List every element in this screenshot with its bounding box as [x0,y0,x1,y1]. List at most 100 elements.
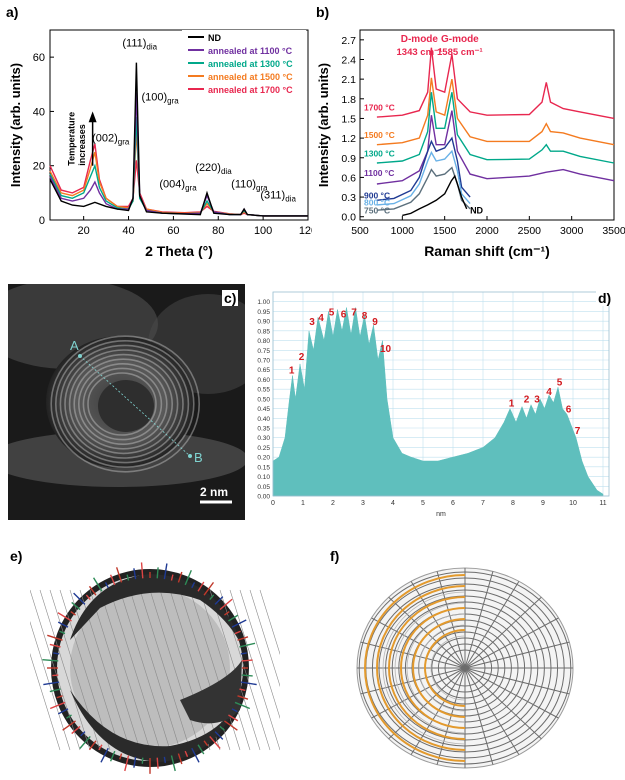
series-label: 1300 °C [364,148,395,158]
y-axis-label: Intensity (arb. units) [316,63,331,187]
y-tick-label: 0.30 [257,435,270,442]
x-tick-label: 2500 [518,225,542,237]
x-tick-label: 1 [301,500,305,507]
legend-entry: annealed at 1500 °C [208,72,293,82]
y-tick-label: 0.80 [257,338,270,345]
lattice-line [260,590,280,750]
x-tick-label: 120 [299,225,312,237]
arrow-label: Temperature [67,112,77,166]
panel-label-f: f) [330,548,339,564]
y-tick-label: 0.0 [341,212,356,224]
peak-number: 2 [524,395,530,406]
y-tick-label: 0.45 [257,406,270,413]
x-tick-label: 80 [212,225,224,237]
x-tick-label: 40 [122,225,134,237]
series-label: 750 °C [364,205,390,215]
peak-annotation: (100)gra [141,92,179,106]
y-tick-label: 1.00 [257,299,270,306]
panel-label-c: c) [222,290,238,306]
x-tick-label: 11 [599,500,606,507]
x-tick-label: 5 [421,500,425,507]
y-tick-label: 60 [33,52,45,64]
series-label: ND [470,205,483,215]
x-axis-label: 2 Theta (°) [145,243,213,259]
y-tick-label: 1.5 [341,113,356,125]
xrd-chart: 2040608010012002040602 Theta (°)Intensit… [0,0,312,278]
series-line [50,130,308,216]
x-tick-label: 2000 [475,225,499,237]
x-tick-label: 2 [331,500,335,507]
series-label: 1700 °C [364,103,395,113]
peak-number: 5 [557,377,563,388]
profile-chart: 0.000.050.100.150.200.250.300.350.400.45… [247,284,617,520]
surface-group [242,675,253,676]
y-tick-label: 2.7 [341,35,356,47]
surface-group [164,757,165,763]
peak-annotation: (111)dia [122,37,157,51]
y-tick-label: 20 [33,161,45,173]
y-tick-label: 0.55 [257,387,270,394]
y-tick-label: 0.65 [257,367,270,374]
tem-image: A B 2 nm [8,284,245,520]
y-tick-label: 0.9 [341,153,356,165]
y-tick-label: 0.20 [257,455,270,462]
peak-number: 3 [309,317,315,328]
x-tick-label: 8 [511,500,515,507]
peak-number: 8 [362,311,368,322]
y-tick-label: 0.60 [257,377,270,384]
surface-group [53,653,59,654]
x-tick-label: 6 [451,500,455,507]
y-tick-label: 40 [33,106,45,118]
x-tick-label: 3000 [560,225,584,237]
peak-label-value: 1585 cm⁻¹ [437,47,483,58]
peak-label-value: 1343 cm⁻¹ [397,47,443,58]
surface-group [242,660,253,661]
peak-number: 4 [318,313,324,324]
y-tick-label: 0.50 [257,396,270,403]
x-tick-label: 60 [167,225,179,237]
y-tick-label: 0.10 [257,474,270,481]
y-tick-label: 0.90 [257,319,270,326]
y-tick-label: 0.3 [341,192,356,204]
legend-entry: annealed at 1700 °C [208,85,293,95]
temperature-arrow-head [89,111,97,122]
peak-number: 6 [566,404,572,415]
peak-annotation: (311)dia [260,189,296,203]
y-tick-label: 0.85 [257,328,270,335]
y-tick-label: 2.4 [341,54,356,66]
surface-group [241,653,247,654]
scale-bar-label: 2 nm [200,485,228,499]
panel-label-d: d) [596,290,613,306]
x-axis-label: Raman shift (cm⁻¹) [424,243,550,259]
peak-label: G-mode [441,34,479,45]
peak-number: 5 [329,307,335,318]
legend-entry: annealed at 1300 °C [208,59,293,69]
y-tick-label: 0.00 [257,494,270,501]
x-tick-label: 100 [254,225,272,237]
y-tick-label: 0.05 [257,484,270,491]
surface-group [157,758,158,769]
y-tick-label: 0.75 [257,348,270,355]
peak-annotation: (004)gra [159,178,197,192]
peak-number: 1 [509,399,515,410]
x-tick-label: 3 [361,500,365,507]
peak-annotation: (220)dia [195,162,232,176]
molecular-model-image [30,560,280,775]
x-tick-label: 3500 [602,225,625,237]
profile-area [273,308,603,497]
series-line [377,92,614,163]
x-tick-label: 20 [78,225,90,237]
peak-annotation: (002)gra [92,132,130,146]
x-tick-label: 1000 [391,225,415,237]
x-tick-label: 9 [541,500,545,507]
y-tick-label: 0.95 [257,309,270,316]
y-axis-label: Intensity (arb. units) [8,63,23,187]
shell-model-image [340,560,595,775]
peak-number: 3 [534,395,540,406]
x-tick-label: 10 [569,500,577,507]
plot-frame [360,30,614,220]
y-tick-label: 0.25 [257,445,270,452]
x-tick-label: 0 [271,500,275,507]
y-tick-label: 1.2 [341,133,356,145]
